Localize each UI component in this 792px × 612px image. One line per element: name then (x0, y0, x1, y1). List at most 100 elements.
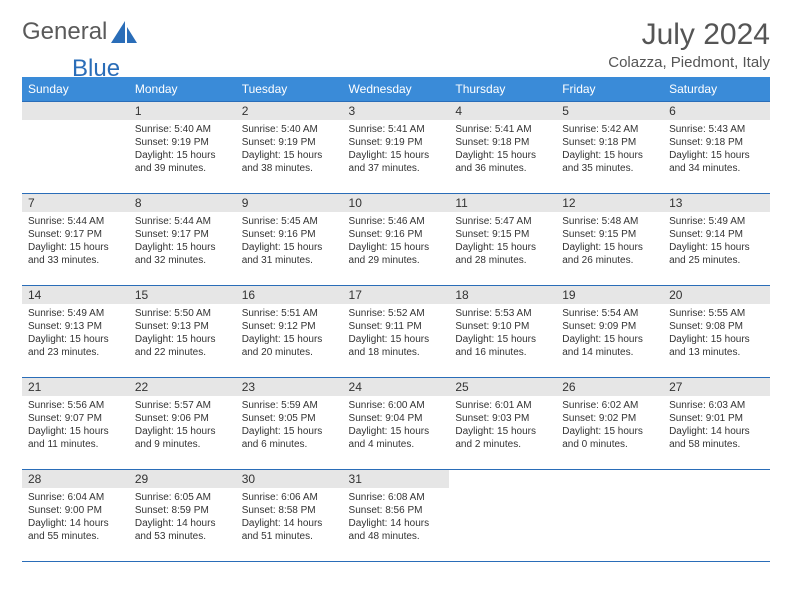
calendar-cell: 26Sunrise: 6:02 AMSunset: 9:02 PMDayligh… (556, 378, 663, 470)
sunset-line: Sunset: 9:19 PM (135, 136, 230, 149)
daylight-line-2: and 53 minutes. (135, 530, 230, 543)
daylight-line-1: Daylight: 15 hours (349, 241, 444, 254)
sunset-line: Sunset: 9:16 PM (242, 228, 337, 241)
calendar-cell: 4Sunrise: 5:41 AMSunset: 9:18 PMDaylight… (449, 102, 556, 194)
sunset-line: Sunset: 9:00 PM (28, 504, 123, 517)
calendar-cell: 16Sunrise: 5:51 AMSunset: 9:12 PMDayligh… (236, 286, 343, 378)
day-number: 30 (236, 470, 343, 488)
daylight-line-1: Daylight: 15 hours (349, 333, 444, 346)
sunrise-line: Sunrise: 5:44 AM (28, 215, 123, 228)
brand-logo: General (22, 18, 137, 46)
sunset-line: Sunset: 8:59 PM (135, 504, 230, 517)
sunset-line: Sunset: 9:11 PM (349, 320, 444, 333)
calendar-week-row: 28Sunrise: 6:04 AMSunset: 9:00 PMDayligh… (22, 470, 770, 562)
day-content: Sunrise: 5:55 AMSunset: 9:08 PMDaylight:… (663, 304, 770, 362)
weekday-header: Friday (556, 77, 663, 102)
calendar-week-row: 1Sunrise: 5:40 AMSunset: 9:19 PMDaylight… (22, 102, 770, 194)
daylight-line-1: Daylight: 15 hours (669, 241, 764, 254)
calendar-cell: 18Sunrise: 5:53 AMSunset: 9:10 PMDayligh… (449, 286, 556, 378)
sunrise-line: Sunrise: 5:43 AM (669, 123, 764, 136)
calendar-table: SundayMondayTuesdayWednesdayThursdayFrid… (22, 77, 770, 562)
day-number: 27 (663, 378, 770, 396)
calendar-cell: 12Sunrise: 5:48 AMSunset: 9:15 PMDayligh… (556, 194, 663, 286)
daylight-line-1: Daylight: 15 hours (28, 333, 123, 346)
sunrise-line: Sunrise: 5:55 AM (669, 307, 764, 320)
daylight-line-2: and 31 minutes. (242, 254, 337, 267)
sunrise-line: Sunrise: 5:40 AM (242, 123, 337, 136)
calendar-cell: 6Sunrise: 5:43 AMSunset: 9:18 PMDaylight… (663, 102, 770, 194)
sunrise-line: Sunrise: 5:52 AM (349, 307, 444, 320)
calendar-week-row: 7Sunrise: 5:44 AMSunset: 9:17 PMDaylight… (22, 194, 770, 286)
sunrise-line: Sunrise: 5:56 AM (28, 399, 123, 412)
calendar-cell: 24Sunrise: 6:00 AMSunset: 9:04 PMDayligh… (343, 378, 450, 470)
sunset-line: Sunset: 9:18 PM (562, 136, 657, 149)
sail-icon (111, 21, 137, 43)
calendar-cell: 15Sunrise: 5:50 AMSunset: 9:13 PMDayligh… (129, 286, 236, 378)
calendar-cell: 8Sunrise: 5:44 AMSunset: 9:17 PMDaylight… (129, 194, 236, 286)
weekday-header: Wednesday (343, 77, 450, 102)
weekday-header: Monday (129, 77, 236, 102)
daylight-line-1: Daylight: 14 hours (669, 425, 764, 438)
day-content: Sunrise: 5:47 AMSunset: 9:15 PMDaylight:… (449, 212, 556, 270)
sunset-line: Sunset: 9:19 PM (242, 136, 337, 149)
daylight-line-2: and 55 minutes. (28, 530, 123, 543)
daylight-line-1: Daylight: 15 hours (562, 333, 657, 346)
day-number: 3 (343, 102, 450, 120)
daylight-line-1: Daylight: 15 hours (28, 425, 123, 438)
calendar-cell (663, 470, 770, 562)
day-number: 26 (556, 378, 663, 396)
day-content: Sunrise: 5:40 AMSunset: 9:19 PMDaylight:… (129, 120, 236, 178)
calendar-cell: 13Sunrise: 5:49 AMSunset: 9:14 PMDayligh… (663, 194, 770, 286)
calendar-cell: 22Sunrise: 5:57 AMSunset: 9:06 PMDayligh… (129, 378, 236, 470)
daylight-line-1: Daylight: 15 hours (562, 425, 657, 438)
daylight-line-2: and 2 minutes. (455, 438, 550, 451)
daylight-line-2: and 23 minutes. (28, 346, 123, 359)
daylight-line-1: Daylight: 15 hours (455, 333, 550, 346)
sunrise-line: Sunrise: 6:02 AM (562, 399, 657, 412)
day-number: 8 (129, 194, 236, 212)
day-number: 1 (129, 102, 236, 120)
daylight-line-2: and 39 minutes. (135, 162, 230, 175)
daylight-line-1: Daylight: 15 hours (455, 149, 550, 162)
sunset-line: Sunset: 9:17 PM (28, 228, 123, 241)
daylight-line-1: Daylight: 14 hours (242, 517, 337, 530)
sunrise-line: Sunrise: 5:40 AM (135, 123, 230, 136)
daylight-line-2: and 9 minutes. (135, 438, 230, 451)
daylight-line-1: Daylight: 15 hours (135, 241, 230, 254)
calendar-cell: 3Sunrise: 5:41 AMSunset: 9:19 PMDaylight… (343, 102, 450, 194)
sunset-line: Sunset: 9:06 PM (135, 412, 230, 425)
sunrise-line: Sunrise: 6:04 AM (28, 491, 123, 504)
daylight-line-2: and 58 minutes. (669, 438, 764, 451)
day-number: 16 (236, 286, 343, 304)
brand-general: General (22, 18, 107, 46)
day-number: 22 (129, 378, 236, 396)
calendar-cell: 19Sunrise: 5:54 AMSunset: 9:09 PMDayligh… (556, 286, 663, 378)
calendar-cell: 31Sunrise: 6:08 AMSunset: 8:56 PMDayligh… (343, 470, 450, 562)
day-content: Sunrise: 6:02 AMSunset: 9:02 PMDaylight:… (556, 396, 663, 454)
calendar-cell (449, 470, 556, 562)
daylight-line-2: and 33 minutes. (28, 254, 123, 267)
daylight-line-1: Daylight: 14 hours (28, 517, 123, 530)
page-title: July 2024 (608, 18, 770, 52)
daylight-line-1: Daylight: 15 hours (669, 333, 764, 346)
daylight-line-1: Daylight: 15 hours (242, 241, 337, 254)
daylight-line-1: Daylight: 15 hours (28, 241, 123, 254)
day-content: Sunrise: 5:41 AMSunset: 9:18 PMDaylight:… (449, 120, 556, 178)
daylight-line-1: Daylight: 15 hours (242, 425, 337, 438)
calendar-cell: 1Sunrise: 5:40 AMSunset: 9:19 PMDaylight… (129, 102, 236, 194)
sunset-line: Sunset: 9:15 PM (562, 228, 657, 241)
day-number: 9 (236, 194, 343, 212)
weekday-header: Thursday (449, 77, 556, 102)
day-content: Sunrise: 5:59 AMSunset: 9:05 PMDaylight:… (236, 396, 343, 454)
sunset-line: Sunset: 9:02 PM (562, 412, 657, 425)
day-content: Sunrise: 5:42 AMSunset: 9:18 PMDaylight:… (556, 120, 663, 178)
day-content: Sunrise: 5:49 AMSunset: 9:14 PMDaylight:… (663, 212, 770, 270)
daylight-line-1: Daylight: 14 hours (349, 517, 444, 530)
sunset-line: Sunset: 9:19 PM (349, 136, 444, 149)
daylight-line-1: Daylight: 15 hours (562, 149, 657, 162)
day-content: Sunrise: 6:06 AMSunset: 8:58 PMDaylight:… (236, 488, 343, 546)
day-number: 4 (449, 102, 556, 120)
daylight-line-2: and 20 minutes. (242, 346, 337, 359)
sunset-line: Sunset: 9:17 PM (135, 228, 230, 241)
weekday-header-row: SundayMondayTuesdayWednesdayThursdayFrid… (22, 77, 770, 102)
